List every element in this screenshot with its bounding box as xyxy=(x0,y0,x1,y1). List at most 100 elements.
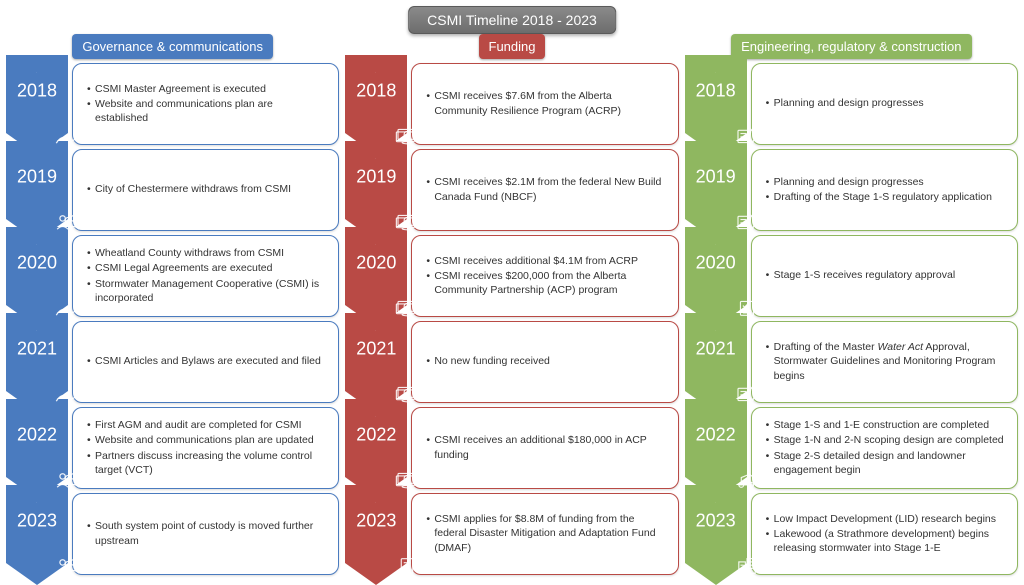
timeline-item: Stage 1-S and 1-E construction are compl… xyxy=(766,418,1007,432)
timeline-row: 2018 CSMI receives $7.6M from the Alberta… xyxy=(345,63,678,145)
column-funding: Funding 2018 CSMI receives $7.6M from the… xyxy=(345,34,678,579)
year-chevron: 2021 xyxy=(345,321,407,403)
timeline-item: City of Chestermere withdraws from CSMI xyxy=(87,182,328,196)
timeline-row: 2023 CSMI applies for $8.8M of funding fr… xyxy=(345,493,678,575)
column-governance: Governance & communications 2018 CSMI Mas… xyxy=(6,34,339,579)
timeline-card: CSMI receives additional $4.1M from ACRP… xyxy=(411,235,678,317)
timeline-card: CSMI receives an additional $180,000 in … xyxy=(411,407,678,489)
year-chevron: 2018 xyxy=(6,63,68,145)
timeline-card: Planning and design progresses xyxy=(751,63,1018,145)
year-chevron: 2020 xyxy=(345,235,407,317)
timeline-card: CSMI receives $7.6M from the Alberta Com… xyxy=(411,63,678,145)
column-engineering: Engineering, regulatory & construction 2… xyxy=(685,34,1018,579)
timeline-row: 2023 South system point of custody is mov… xyxy=(6,493,339,575)
timeline-card: Drafting of the Master Water Act Approva… xyxy=(751,321,1018,403)
year-label: 2023 xyxy=(17,510,57,531)
timeline-item: Stage 1-S receives regulatory approval xyxy=(766,268,1007,282)
year-chevron: 2018 xyxy=(685,63,747,145)
column-header: Funding xyxy=(479,34,546,59)
timeline-item: CSMI Legal Agreements are executed xyxy=(87,261,328,275)
timeline-card: First AGM and audit are completed for CS… xyxy=(72,407,339,489)
timeline-item: Low Impact Development (LID) research be… xyxy=(766,512,1007,526)
timeline-row: 2018 CSMI Master Agreement is executedWeb… xyxy=(6,63,339,145)
timeline-card: City of Chestermere withdraws from CSMI xyxy=(72,149,339,231)
year-label: 2022 xyxy=(17,424,57,445)
year-chevron: 2023 xyxy=(6,493,68,575)
year-label: 2019 xyxy=(696,166,736,187)
year-label: 2020 xyxy=(17,252,57,273)
year-chevron: 2022 xyxy=(685,407,747,489)
timeline-item: CSMI Articles and Bylaws are executed an… xyxy=(87,354,328,368)
timeline-item: South system point of custody is moved f… xyxy=(87,519,328,547)
year-label: 2018 xyxy=(356,80,396,101)
timeline-row: 2023 Low Impact Development (LID) researc… xyxy=(685,493,1018,575)
timeline-item: CSMI applies for $8.8M of funding from t… xyxy=(426,512,667,555)
timeline-row: 2021 CSMI Articles and Bylaws are execute… xyxy=(6,321,339,403)
year-chevron: 2018 xyxy=(345,63,407,145)
year-label: 2023 xyxy=(696,510,736,531)
timeline-row: 2019 City of Chestermere withdraws from C… xyxy=(6,149,339,231)
year-label: 2021 xyxy=(356,338,396,359)
timeline-item: CSMI Master Agreement is executed xyxy=(87,82,328,96)
timeline-row: 2019 Planning and design progressesDrafti… xyxy=(685,149,1018,231)
year-label: 2019 xyxy=(17,166,57,187)
year-chevron: 2022 xyxy=(6,407,68,489)
timeline-item: CSMI receives additional $4.1M from ACRP xyxy=(426,254,667,268)
timeline-item: Stormwater Management Cooperative (CSMI)… xyxy=(87,277,328,305)
timeline-item: Partners discuss increasing the volume c… xyxy=(87,449,328,477)
timeline-item: Website and communications plan are esta… xyxy=(87,97,328,125)
timeline-card: Low Impact Development (LID) research be… xyxy=(751,493,1018,575)
year-chevron: 2023 xyxy=(685,493,747,575)
timeline-row: 2022 CSMI receives an additional $180,000… xyxy=(345,407,678,489)
page-title: CSMI Timeline 2018 - 2023 xyxy=(408,6,616,34)
year-label: 2020 xyxy=(356,252,396,273)
timeline-item: Drafting of the Master Water Act Approva… xyxy=(766,340,1007,383)
timeline-columns: Governance & communications 2018 CSMI Mas… xyxy=(6,34,1018,579)
timeline-row: 2020 CSMI receives additional $4.1M from … xyxy=(345,235,678,317)
timeline-item: CSMI receives an additional $180,000 in … xyxy=(426,433,667,461)
timeline-item: CSMI receives $2.1M from the federal New… xyxy=(426,175,667,203)
year-chevron: 2020 xyxy=(685,235,747,317)
timeline-card: CSMI Articles and Bylaws are executed an… xyxy=(72,321,339,403)
year-label: 2023 xyxy=(356,510,396,531)
timeline-row: 2020 Stage 1-S receives regulatory approv… xyxy=(685,235,1018,317)
year-chevron: 2019 xyxy=(345,149,407,231)
year-label: 2021 xyxy=(696,338,736,359)
timeline-item: First AGM and audit are completed for CS… xyxy=(87,418,328,432)
timeline-card: Wheatland County withdraws from CSMICSMI… xyxy=(72,235,339,317)
timeline-item: Lakewood (a Strathmore development) begi… xyxy=(766,527,1007,555)
year-chevron: 2019 xyxy=(685,149,747,231)
timeline-card: CSMI Master Agreement is executedWebsite… xyxy=(72,63,339,145)
timeline-card: No new funding received xyxy=(411,321,678,403)
column-header: Governance & communications xyxy=(72,34,273,59)
year-chevron: 2020 xyxy=(6,235,68,317)
timeline-row: 2022 First AGM and audit are completed fo… xyxy=(6,407,339,489)
timeline-item: CSMI receives $200,000 from the Alberta … xyxy=(426,269,667,297)
year-label: 2022 xyxy=(356,424,396,445)
timeline-item: Drafting of the Stage 1-S regulatory app… xyxy=(766,190,1007,204)
timeline-row: 2021 Drafting of the Master Water Act App… xyxy=(685,321,1018,403)
timeline-item: Wheatland County withdraws from CSMI xyxy=(87,246,328,260)
timeline-item: No new funding received xyxy=(426,354,667,368)
year-label: 2018 xyxy=(17,80,57,101)
timeline-row: 2020 Wheatland County withdraws from CSMI… xyxy=(6,235,339,317)
timeline-card: CSMI applies for $8.8M of funding from t… xyxy=(411,493,678,575)
year-chevron: 2021 xyxy=(6,321,68,403)
timeline-item: Stage 2-S detailed design and landowner … xyxy=(766,449,1007,477)
year-label: 2018 xyxy=(696,80,736,101)
year-label: 2019 xyxy=(356,166,396,187)
timeline-item: Stage 1-N and 2-N scoping design are com… xyxy=(766,433,1007,447)
year-label: 2020 xyxy=(696,252,736,273)
timeline-row: 2018 Planning and design progresses xyxy=(685,63,1018,145)
timeline-card: Planning and design progressesDrafting o… xyxy=(751,149,1018,231)
timeline-card: Stage 1-S and 1-E construction are compl… xyxy=(751,407,1018,489)
timeline-card: Stage 1-S receives regulatory approval xyxy=(751,235,1018,317)
year-label: 2022 xyxy=(696,424,736,445)
year-chevron: 2019 xyxy=(6,149,68,231)
timeline-item: Website and communications plan are upda… xyxy=(87,433,328,447)
year-chevron: 2022 xyxy=(345,407,407,489)
year-label: 2021 xyxy=(17,338,57,359)
timeline-row: 2019 CSMI receives $2.1M from the federal… xyxy=(345,149,678,231)
timeline-item: Planning and design progresses xyxy=(766,96,1007,110)
timeline-item: Planning and design progresses xyxy=(766,175,1007,189)
